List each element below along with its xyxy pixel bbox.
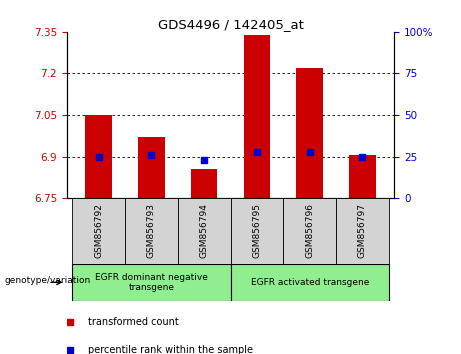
Bar [230, 264, 389, 301]
Bar [177, 198, 230, 264]
Text: GSM856797: GSM856797 [358, 204, 367, 258]
Bar [284, 198, 336, 264]
Bar [244, 35, 270, 198]
Text: GSM856792: GSM856792 [94, 204, 103, 258]
Bar [85, 115, 112, 198]
Bar [72, 198, 125, 264]
Bar [296, 68, 323, 198]
Bar [191, 169, 217, 198]
Text: genotype/variation: genotype/variation [5, 276, 91, 285]
Text: GSM856796: GSM856796 [305, 204, 314, 258]
Text: EGFR dominant negative
transgene: EGFR dominant negative transgene [95, 273, 208, 292]
Title: GDS4496 / 142405_at: GDS4496 / 142405_at [158, 18, 303, 31]
Bar [72, 264, 230, 301]
Text: EGFR activated transgene: EGFR activated transgene [250, 278, 369, 287]
Bar [138, 137, 165, 198]
Text: GSM856793: GSM856793 [147, 204, 156, 258]
Text: transformed count: transformed count [88, 317, 179, 327]
Bar [336, 198, 389, 264]
Bar [230, 198, 284, 264]
Bar [349, 155, 376, 198]
Bar [125, 198, 177, 264]
Text: percentile rank within the sample: percentile rank within the sample [88, 346, 253, 354]
Text: GSM856795: GSM856795 [252, 204, 261, 258]
Text: GSM856794: GSM856794 [200, 204, 209, 258]
